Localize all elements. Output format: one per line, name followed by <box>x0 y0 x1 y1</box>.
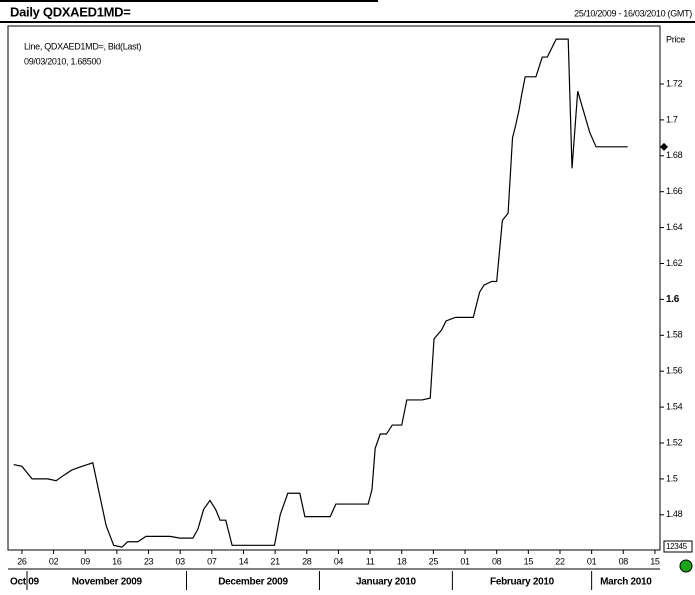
legend-line: Line, QDXAED1MD=, Bid(Last) <box>24 41 142 51</box>
y-tick-label: 1.6 <box>666 294 680 305</box>
x-tick-label: 03 <box>175 556 185 566</box>
x-tick-label: 01 <box>587 556 597 566</box>
y-tick-label: 1.7 <box>666 114 678 124</box>
x-tick-label: 15 <box>524 556 534 566</box>
x-tick-label: 21 <box>270 556 280 566</box>
month-label: November 2009 <box>72 577 143 588</box>
month-label: February 2010 <box>490 577 555 588</box>
month-label: March 2010 <box>600 577 652 588</box>
price-line <box>13 38 628 548</box>
x-tick-label: 22 <box>555 556 565 566</box>
status-indicator <box>679 559 693 573</box>
x-tick-label: 07 <box>207 556 217 566</box>
month-label: Oct 09 <box>10 577 40 588</box>
y-tick-label: 1.66 <box>666 186 683 196</box>
month-label: January 2010 <box>356 577 417 588</box>
corner-box-label: 12345 <box>666 542 688 551</box>
x-tick-label: 09 <box>81 556 91 566</box>
y-tick-label: 1.58 <box>666 330 683 340</box>
y-tick-label: 1.56 <box>666 366 683 376</box>
y-tick-label: 1.48 <box>666 509 683 519</box>
x-tick-label: 28 <box>302 556 312 566</box>
y-tick-label: 1.5 <box>666 473 678 483</box>
x-tick-label: 08 <box>492 556 502 566</box>
x-tick-label: 01 <box>460 556 470 566</box>
x-tick-label: 02 <box>49 556 59 566</box>
x-tick-label: 11 <box>366 556 375 566</box>
corner-box <box>663 540 693 553</box>
plot-frame <box>7 25 661 551</box>
x-tick-label: 23 <box>144 556 154 566</box>
date-range: 25/10/2009 - 16/03/2010 (GMT) <box>574 8 692 18</box>
month-label: December 2009 <box>218 577 288 588</box>
y-tick-label: 1.64 <box>666 222 683 232</box>
x-tick-label: 25 <box>429 556 439 566</box>
x-tick-label: 14 <box>239 556 249 566</box>
x-tick-label: 15 <box>650 556 660 566</box>
x-tick-label: 08 <box>619 556 629 566</box>
legend-last: 09/03/2010, 1.68500 <box>24 56 101 66</box>
x-tick-label: 18 <box>397 556 407 566</box>
y-tick-label: 1.72 <box>666 78 683 88</box>
y-tick-label: 1.54 <box>666 401 683 411</box>
y-axis-label: Price <box>666 34 685 44</box>
last-value-marker <box>660 142 668 151</box>
x-tick-label: 04 <box>334 556 344 566</box>
x-tick-label: 16 <box>112 556 122 566</box>
y-tick-label: 1.68 <box>666 150 683 160</box>
y-tick-label: 1.52 <box>666 437 683 447</box>
chart-title: Daily QDXAED1MD= <box>10 4 131 19</box>
x-tick-label: 26 <box>17 556 27 566</box>
y-tick-label: 1.62 <box>666 258 683 268</box>
